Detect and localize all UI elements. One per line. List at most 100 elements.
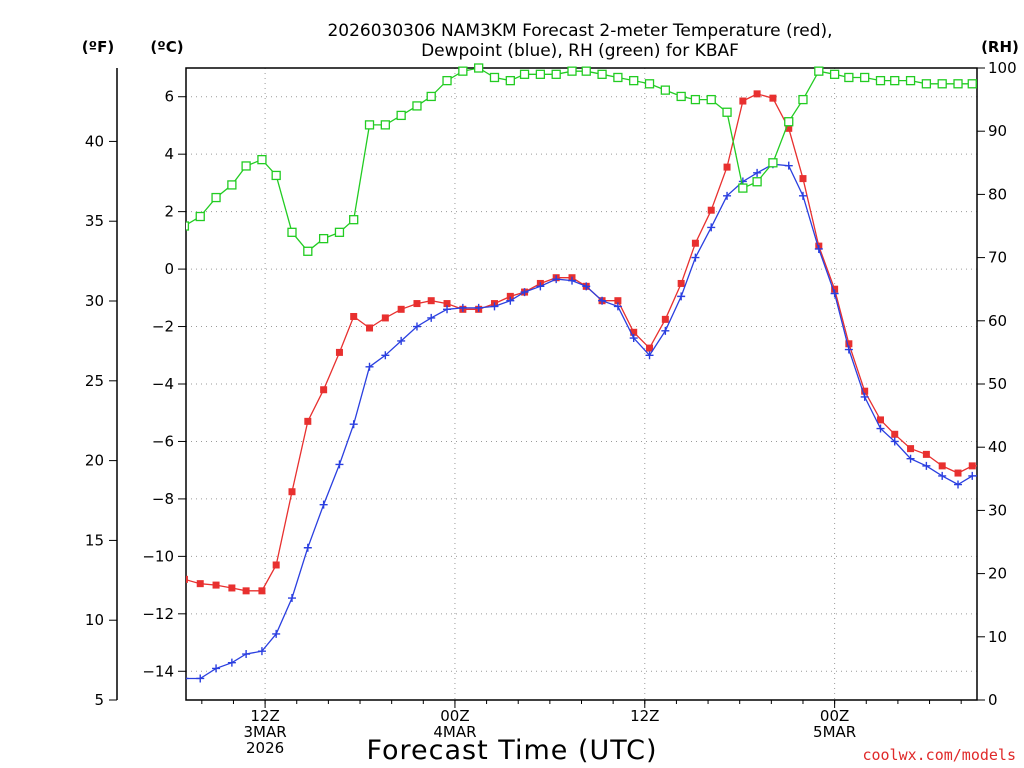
- series-line: [186, 67, 977, 253]
- data-point: [876, 416, 884, 424]
- data-point: [629, 75, 639, 86]
- data-point: [272, 561, 280, 569]
- data-point: [536, 282, 545, 291]
- celsius-tick-label: 0: [164, 260, 174, 278]
- data-point: [891, 430, 899, 438]
- data-point: [785, 124, 793, 132]
- data-point: [954, 469, 962, 477]
- x-axis-label: Forecast Time (UTC): [366, 735, 657, 766]
- data-point: [442, 75, 452, 86]
- celsius-tick-label: 6: [164, 88, 174, 106]
- rh-tick-label: 30: [988, 501, 1007, 519]
- data-point: [186, 221, 190, 231]
- data-point: [768, 158, 778, 168]
- data-point: [921, 79, 932, 89]
- data-point: [722, 107, 732, 117]
- data-point: [844, 345, 853, 354]
- data-point: [798, 191, 807, 200]
- data-point: [581, 66, 591, 76]
- data-point: [303, 543, 312, 552]
- data-point: [967, 79, 977, 89]
- data-point: [677, 292, 686, 301]
- data-point: [676, 91, 686, 102]
- data-point: [598, 296, 607, 305]
- celsius-tick-label: −4: [152, 375, 174, 393]
- data-point: [505, 75, 515, 86]
- data-point: [985, 462, 992, 469]
- data-point: [875, 75, 886, 86]
- data-point: [364, 120, 375, 130]
- data-point: [707, 223, 716, 232]
- data-point: [196, 674, 205, 683]
- data-point: [427, 313, 436, 322]
- data-point: [582, 282, 591, 291]
- data-point: [318, 233, 329, 244]
- data-point: [474, 303, 483, 312]
- data-point: [753, 90, 761, 98]
- data-point: [968, 462, 976, 470]
- data-point: [845, 340, 853, 348]
- data-point: [890, 75, 900, 86]
- data-point: [691, 253, 700, 262]
- data-point: [707, 206, 715, 214]
- data-point: [334, 227, 345, 237]
- x-tick-label: 00Z: [820, 707, 849, 725]
- data-point: [613, 72, 623, 83]
- data-point: [723, 191, 732, 200]
- celsius-tick-label: 2: [164, 203, 174, 221]
- data-point: [258, 587, 266, 595]
- data-point: [752, 177, 762, 187]
- fahrenheit-tick-label: 10: [85, 611, 104, 629]
- data-point: [953, 79, 963, 89]
- data-point: [860, 392, 869, 401]
- fahrenheit-tick-label: 20: [85, 452, 104, 470]
- data-point: [349, 420, 358, 429]
- x-tick-label: 12Z: [250, 707, 279, 725]
- data-point: [739, 97, 747, 105]
- data-point: [242, 587, 250, 595]
- data-point: [738, 183, 748, 193]
- fahrenheit-tick-label: 40: [85, 132, 104, 150]
- x-tick-label: 2026: [246, 739, 284, 757]
- data-point: [271, 170, 281, 181]
- fahrenheit-tick-label: 35: [85, 212, 104, 230]
- data-point: [490, 302, 499, 311]
- data-point: [196, 580, 204, 588]
- data-point: [227, 658, 236, 667]
- data-point: [186, 575, 188, 583]
- data-point: [242, 650, 251, 659]
- data-point: [814, 244, 823, 253]
- rh-tick-label: 50: [988, 375, 1007, 393]
- celsius-tick-label: −2: [152, 318, 174, 336]
- rh-axis-unit: (RH): [981, 38, 1019, 56]
- data-point: [644, 79, 655, 89]
- tick-labels: −14−12−10−8−6−4−2024612Z3MAR202600Z4MAR1…: [85, 59, 1017, 757]
- credit-text: coolwx.com/models: [862, 746, 1016, 764]
- data-point: [319, 500, 328, 509]
- rh-tick-label: 90: [988, 122, 1007, 140]
- data-point: [844, 72, 854, 83]
- fahrenheit-tick-label: 15: [85, 531, 104, 549]
- data-point: [614, 297, 622, 305]
- data-point: [597, 69, 607, 79]
- data-point: [938, 471, 947, 480]
- data-point: [257, 154, 267, 165]
- x-tick-label: 5MAR: [813, 723, 856, 741]
- data-point: [860, 72, 870, 83]
- data-point: [413, 300, 421, 308]
- data-point: [630, 328, 638, 336]
- rh-tick-label: 70: [988, 249, 1007, 267]
- rh-tick-label: 100: [988, 59, 1017, 77]
- fahrenheit-tick-label: 5: [94, 691, 104, 709]
- data-point: [519, 69, 530, 79]
- data-point: [186, 677, 189, 680]
- data-point: [613, 302, 622, 311]
- data-point: [831, 285, 839, 293]
- fahrenheit-axis-unit: (ºF): [82, 38, 114, 56]
- data-point: [506, 292, 514, 300]
- data-point: [798, 94, 808, 105]
- data-point: [922, 461, 931, 470]
- data-point: [474, 63, 484, 73]
- data-point: [287, 594, 296, 603]
- data-point: [829, 69, 840, 79]
